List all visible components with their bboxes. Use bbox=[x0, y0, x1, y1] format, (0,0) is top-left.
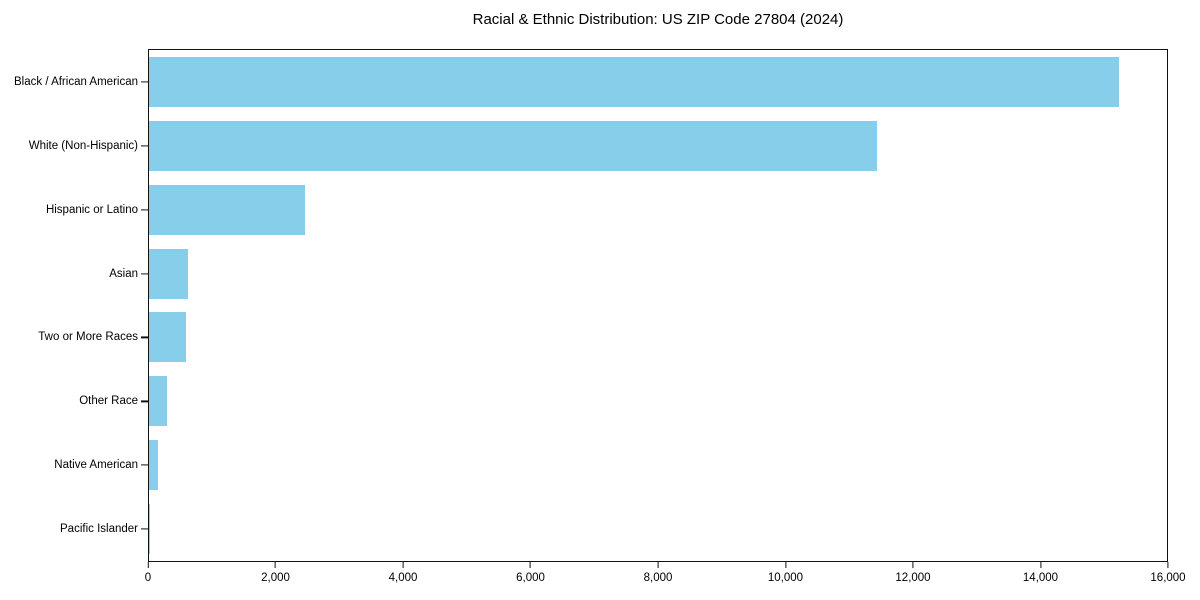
x-tick-mark bbox=[657, 562, 659, 568]
x-tick-label: 14,000 bbox=[1022, 572, 1059, 584]
bar-row: Black / African American bbox=[14, 50, 1167, 114]
x-tick-mark bbox=[912, 562, 914, 568]
x-tick: 14,000 bbox=[1023, 562, 1058, 584]
x-tick-label: 0 bbox=[144, 572, 152, 584]
category-label: Black / African American bbox=[14, 75, 138, 88]
y-axis-tick bbox=[141, 145, 148, 147]
bar-row: Pacific Islander bbox=[60, 497, 1167, 561]
bar-rows: Black / African American White (Non-Hispa… bbox=[14, 50, 1167, 561]
x-tick-mark bbox=[1039, 562, 1042, 568]
bar bbox=[149, 120, 877, 171]
bar bbox=[149, 184, 305, 235]
category-label: Two or More Races bbox=[38, 331, 138, 344]
x-tick: 8,000 bbox=[643, 562, 673, 584]
x-tick-mark bbox=[147, 562, 149, 568]
x-tick-mark bbox=[784, 562, 787, 568]
bar-row: Asian bbox=[109, 242, 1167, 306]
category-label: Asian bbox=[109, 267, 138, 280]
x-tick-mark bbox=[529, 562, 532, 568]
x-tick-mark bbox=[402, 562, 404, 568]
category-label: Hispanic or Latino bbox=[45, 203, 138, 216]
x-tick-label: 16,000 bbox=[1150, 572, 1186, 584]
x-tick: 2,000 bbox=[261, 562, 290, 584]
y-axis-tick bbox=[141, 400, 148, 402]
category-label: Native American bbox=[54, 459, 138, 472]
bar-row: White (Non-Hispanic) bbox=[29, 114, 1167, 178]
x-tick: 4,000 bbox=[388, 562, 418, 584]
bar-row: Other Race bbox=[79, 369, 1167, 433]
x-axis: 0 2,000 4,000 6,000 8,000 10,000 12,000 14,000 1… bbox=[145, 562, 1186, 596]
bar bbox=[149, 248, 188, 299]
chart-title: Racial & Ethnic Distribution: US ZIP Cod… bbox=[472, 11, 844, 28]
bar-row: Hispanic or Latino bbox=[46, 178, 1167, 242]
x-tick-mark bbox=[1167, 562, 1169, 568]
bar bbox=[149, 376, 167, 427]
x-tick: 16,000 bbox=[1150, 562, 1186, 584]
bar bbox=[149, 312, 186, 363]
y-axis-tick bbox=[141, 209, 148, 211]
y-axis-tick bbox=[141, 336, 148, 339]
y-axis-tick bbox=[141, 272, 148, 275]
category-label: White (Non-Hispanic) bbox=[28, 139, 138, 152]
x-tick: 12,000 bbox=[895, 562, 931, 584]
bar-row: Native American bbox=[54, 433, 1167, 497]
bar-row: Two or More Races bbox=[38, 306, 1167, 370]
y-axis-tick bbox=[141, 464, 148, 466]
x-tick-mark bbox=[274, 562, 277, 568]
y-axis-tick bbox=[141, 528, 148, 530]
x-tick-label: 8,000 bbox=[643, 572, 673, 584]
x-tick: 10,000 bbox=[768, 562, 803, 584]
x-tick: 0 bbox=[145, 562, 151, 584]
x-tick: 6,000 bbox=[516, 562, 545, 584]
x-tick-label: 12,000 bbox=[895, 572, 931, 584]
bar bbox=[149, 504, 150, 555]
x-tick-label: 2,000 bbox=[261, 572, 290, 584]
category-label: Pacific Islander bbox=[60, 523, 138, 536]
bar bbox=[149, 56, 1120, 107]
plot-area: Black / African American White (Non-Hispa… bbox=[14, 49, 1168, 562]
x-tick-label: 10,000 bbox=[767, 572, 804, 584]
category-label: Other Race bbox=[79, 395, 138, 408]
x-tick-label: 6,000 bbox=[516, 572, 545, 584]
x-tick-label: 4,000 bbox=[388, 572, 418, 584]
bar bbox=[149, 440, 158, 491]
y-axis-tick bbox=[141, 81, 148, 83]
